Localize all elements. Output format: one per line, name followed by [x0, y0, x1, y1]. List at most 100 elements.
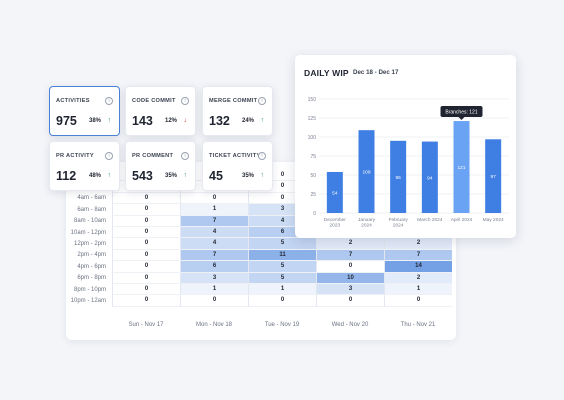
x-tick-label: February — [389, 217, 409, 223]
bar-data-label: 54 — [332, 190, 338, 196]
x-tick-label: 2023 — [329, 223, 340, 229]
heatmap-cell[interactable]: 3 — [316, 283, 384, 296]
heatmap-cell[interactable]: 1 — [384, 283, 452, 296]
heatmap-cell[interactable]: 0 — [180, 192, 248, 205]
heatmap-day-label: Wed - Nov 20 — [331, 322, 369, 328]
y-tick-label: 75 — [310, 154, 316, 160]
stat-card-merge-commit[interactable]: MERGE COMMIT i 132 24% ↑ — [202, 86, 273, 136]
x-tick-label: April 2024 — [451, 217, 473, 223]
stat-title: MERGE COMMIT — [209, 98, 258, 104]
heatmap-cell[interactable]: 0 — [316, 261, 384, 273]
heatmap-cell[interactable]: 6 — [180, 261, 248, 273]
info-icon[interactable]: i — [258, 97, 266, 105]
heatmap-row-label: 8pm - 10pm — [73, 286, 106, 293]
heatmap-cell[interactable]: 0 — [112, 261, 180, 273]
heatmap-cell[interactable]: 0 — [112, 272, 180, 284]
heatmap-cell[interactable]: 6 — [248, 226, 316, 239]
heatmap-row-label: 6pm - 8pm — [77, 275, 106, 282]
heatmap-cell[interactable]: 1 — [180, 283, 248, 296]
heatmap-row: 6pm - 8pm 0 3 5 10 2 — [66, 272, 456, 284]
heatmap-day-axis: Sun - Nov 17 Mon - Nov 18 Tue - Nov 19 Wed … — [112, 322, 452, 328]
y-tick-label: 50 — [310, 173, 316, 179]
y-tick-label: 0 — [313, 211, 316, 217]
info-icon[interactable]: i — [181, 97, 189, 105]
info-icon[interactable]: i — [105, 152, 113, 160]
heatmap-cell[interactable]: 0 — [112, 204, 180, 216]
heatmap-cell[interactable]: 7 — [384, 249, 452, 262]
heatmap-cell[interactable]: 11 — [248, 249, 316, 262]
heatmap-cell[interactable]: 3 — [248, 204, 316, 216]
stat-card-activities[interactable]: ACTIVITIES i 975 38% ↑ — [49, 86, 120, 136]
y-tick-label: 100 — [308, 135, 317, 141]
stat-title: PR ACTIVITY — [56, 153, 94, 159]
heatmap-cell[interactable]: 0 — [112, 192, 180, 205]
arrow-up-icon: ↑ — [260, 117, 265, 124]
info-icon[interactable]: i — [105, 97, 113, 105]
heatmap-row-label: 10am - 12pm — [70, 229, 106, 236]
stat-card-code-commit[interactable]: CODE COMMIT i 143 12% ↓ — [125, 86, 196, 136]
bar[interactable] — [358, 130, 375, 213]
heatmap-cell[interactable]: 4 — [180, 238, 248, 250]
wip-date-range[interactable]: Dec 18 - Dec 17 — [353, 69, 399, 76]
info-icon[interactable]: i — [181, 152, 189, 160]
heatmap-cell[interactable]: 0 — [112, 295, 180, 307]
y-tick-label: 25 — [310, 192, 316, 198]
heatmap-cell[interactable]: 0 — [248, 192, 316, 205]
stat-title: ACTIVITIES — [56, 98, 90, 104]
bar[interactable] — [485, 139, 502, 213]
heatmap-cell[interactable]: 0 — [112, 283, 180, 296]
heatmap-cell[interactable]: 0 — [316, 295, 384, 307]
heatmap-row: 12pm - 2pm 0 4 5 2 2 — [66, 238, 456, 250]
bar-data-label: 109 — [362, 170, 370, 176]
heatmap-cell[interactable]: 7 — [180, 215, 248, 227]
heatmap-cell[interactable]: 3 — [180, 272, 248, 284]
heatmap-cell[interactable]: 2 — [384, 238, 452, 250]
heatmap-cell[interactable]: 7 — [180, 249, 248, 262]
heatmap-row: 10pm - 12am 0 0 0 0 0 — [66, 295, 456, 307]
stat-card-pr-activity[interactable]: PR ACTIVITY i 112 48% ↑ — [49, 141, 120, 191]
heatmap-cell[interactable]: 0 — [180, 295, 248, 307]
stat-change-percent: 38% — [88, 118, 101, 124]
bar[interactable] — [421, 141, 438, 213]
heatmap-cell[interactable]: 4 — [180, 226, 248, 239]
x-tick-label: January — [358, 217, 376, 223]
heatmap-cell[interactable]: 7 — [316, 249, 384, 262]
bar[interactable] — [453, 121, 470, 213]
heatmap-row-label: 12pm - 2pm — [73, 241, 106, 248]
info-icon[interactable]: i — [258, 152, 266, 160]
bar-data-label: 95 — [395, 175, 401, 181]
heatmap-cell[interactable]: 0 — [112, 226, 180, 239]
heatmap-cell[interactable]: 0 — [248, 295, 316, 307]
heatmap-cell[interactable]: 5 — [248, 238, 316, 250]
stat-change-percent: 48% — [88, 173, 101, 179]
stat-title: TICKET ACTIVITY — [209, 153, 261, 159]
stat-change-percent: 12% — [164, 118, 177, 124]
heatmap-cell[interactable]: 1 — [248, 283, 316, 296]
heatmap-cell[interactable]: 0 — [112, 249, 180, 262]
stat-value: 45 — [209, 169, 223, 183]
stat-card-ticket-activity[interactable]: TICKET ACTIVITY i 45 35% ↑ — [202, 141, 273, 191]
heatmap-row: 4pm - 6pm 0 6 5 0 14 — [66, 261, 456, 273]
stat-title: PR COMMENT — [132, 153, 174, 159]
heatmap-cell[interactable]: 2 — [384, 272, 452, 284]
arrow-down-icon: ↓ — [183, 117, 188, 124]
stat-value: 132 — [209, 114, 230, 128]
heatmap-cell[interactable]: 1 — [180, 204, 248, 216]
heatmap-cell[interactable]: 2 — [316, 238, 384, 250]
stat-card-pr-comment[interactable]: PR COMMENT i 543 35% ↑ — [125, 141, 196, 191]
heatmap-cell[interactable]: 10 — [316, 272, 384, 284]
stat-value: 975 — [56, 114, 77, 128]
heatmap-cell[interactable]: 0 — [112, 215, 180, 227]
bar[interactable] — [390, 140, 407, 213]
heatmap-cell[interactable]: 14 — [384, 261, 452, 273]
heatmap-cell[interactable]: 4 — [248, 215, 316, 227]
arrow-up-icon: ↑ — [107, 117, 112, 124]
daily-wip-card: DAILY WIP Dec 18 - Dec 17 0 25 50 75 100 125 1… — [295, 55, 516, 238]
stat-value: 112 — [56, 169, 77, 183]
heatmap-cell[interactable]: 5 — [248, 261, 316, 273]
stat-value: 143 — [132, 114, 153, 128]
heatmap-cell[interactable]: 0 — [384, 295, 452, 307]
bar[interactable] — [326, 171, 343, 213]
heatmap-cell[interactable]: 0 — [112, 238, 180, 250]
heatmap-cell[interactable]: 5 — [248, 272, 316, 284]
